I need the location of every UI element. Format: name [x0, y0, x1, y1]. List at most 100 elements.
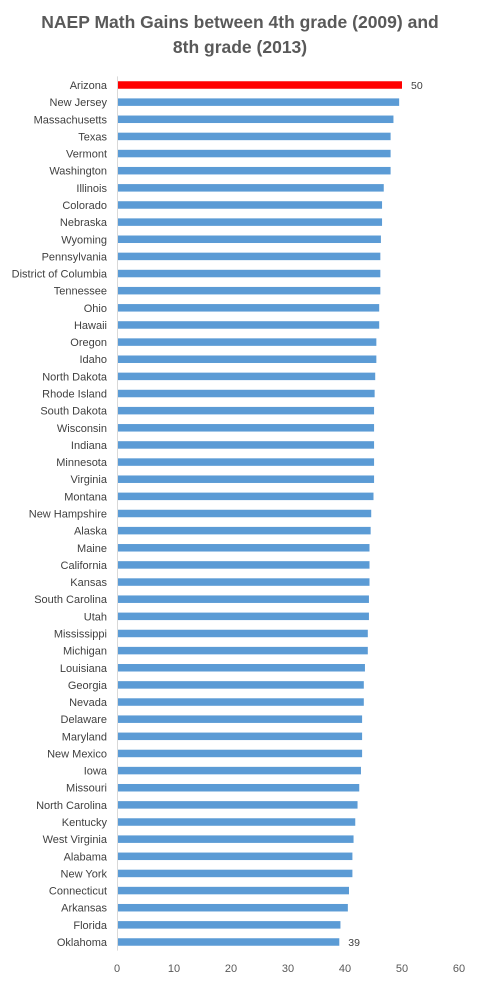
category-label-south-carolina: South Carolina	[34, 594, 108, 606]
category-label-nevada: Nevada	[69, 697, 108, 709]
bar-washington	[118, 166, 391, 175]
x-axis: 0 10 20 30 40 50 60	[114, 963, 465, 975]
category-label-mississippi: Mississippi	[54, 628, 107, 640]
category-label-idaho: Idaho	[79, 354, 107, 366]
category-label-wisconsin: Wisconsin	[57, 423, 107, 435]
bar-california	[118, 561, 370, 569]
x-tick-label-60: 60	[453, 963, 465, 975]
category-label-tennessee: Tennessee	[54, 286, 107, 298]
category-label-west-virginia: West Virginia	[43, 834, 108, 846]
category-label-vermont: Vermont	[66, 149, 107, 161]
bars	[118, 81, 402, 946]
category-label-indiana: Indiana	[71, 440, 108, 452]
category-label-connecticut: Connecticut	[49, 886, 107, 898]
category-label-maryland: Maryland	[62, 731, 107, 743]
bar-indiana	[118, 441, 375, 449]
data-label-oklahoma: 39	[348, 937, 360, 949]
bar-maryland	[118, 732, 363, 741]
chart-title-line-2: 8th grade (2013)	[172, 37, 308, 57]
x-tick-label-0: 0	[114, 963, 120, 975]
bar-connecticut	[118, 886, 349, 895]
category-label-colorado: Colorado	[62, 200, 107, 212]
bar-colorado	[118, 201, 383, 209]
bar-georgia	[118, 681, 364, 689]
bar-new-jersey	[118, 98, 400, 106]
bar-alabama	[118, 852, 353, 861]
category-label-louisiana: Louisiana	[60, 663, 108, 675]
category-label-alaska: Alaska	[74, 526, 108, 538]
chart-title: NAEP Math Gains between 4th grade (2009)…	[0, 10, 480, 60]
bar-oregon	[118, 338, 377, 346]
category-label-hawaii: Hawaii	[74, 320, 107, 332]
bar-nevada	[118, 698, 364, 706]
category-label-utah: Utah	[84, 611, 107, 623]
bar-missouri	[118, 783, 360, 792]
category-label-north-carolina: North Carolina	[36, 800, 108, 812]
bar-texas	[118, 132, 391, 141]
bar-virginia	[118, 475, 375, 483]
category-label-maine: Maine	[77, 543, 107, 555]
bar-vermont	[118, 149, 391, 158]
bar-north-carolina	[118, 801, 358, 809]
bar-rhode-island	[118, 389, 375, 398]
bar-maine	[118, 544, 370, 552]
bar-north-dakota	[118, 372, 376, 381]
bar-wyoming	[118, 235, 381, 244]
bar-massachusetts	[118, 115, 394, 124]
bar-minnesota	[118, 458, 375, 466]
category-label-arkansas: Arkansas	[61, 903, 107, 915]
category-label-alabama: Alabama	[64, 851, 108, 863]
bar-iowa	[118, 766, 361, 775]
bar-ohio	[118, 304, 380, 312]
category-label-delaware: Delaware	[61, 714, 107, 726]
category-label-california: California	[61, 560, 108, 572]
category-label-arizona: Arizona	[70, 80, 108, 92]
category-labels: Arizona New Jersey Massachusetts Texas Vermo…	[12, 80, 108, 949]
category-label-north-dakota: North Dakota	[42, 371, 108, 383]
category-label-massachusetts: Massachusetts	[34, 114, 108, 126]
category-label-south-dakota: South Dakota	[40, 406, 108, 418]
category-label-new-york: New York	[61, 868, 108, 880]
bar-kentucky	[118, 818, 356, 826]
bar-nebraska	[118, 218, 383, 226]
x-tick-label-20: 20	[225, 963, 237, 975]
x-tick-label-10: 10	[168, 963, 180, 975]
bar-kansas	[118, 578, 370, 586]
data-labels: 50 39	[348, 80, 423, 949]
category-label-new-mexico: New Mexico	[47, 748, 107, 760]
category-label-kentucky: Kentucky	[62, 817, 108, 829]
category-label-rhode-island: Rhode Island	[42, 389, 107, 401]
category-label-iowa: Iowa	[84, 766, 108, 778]
bar-illinois	[118, 184, 384, 192]
category-label-ohio: Ohio	[84, 303, 107, 315]
bar-florida	[118, 921, 341, 929]
x-tick-label-30: 30	[282, 963, 294, 975]
bar-louisiana	[118, 664, 365, 672]
bar-new-hampshire	[118, 509, 372, 518]
bar-new-york	[118, 869, 353, 878]
bar-new-mexico	[118, 749, 363, 758]
bar-south-carolina	[118, 595, 369, 603]
bar-delaware	[118, 715, 363, 723]
category-label-florida: Florida	[73, 920, 108, 932]
bar-oklahoma	[118, 938, 340, 946]
category-label-washington: Washington	[49, 166, 107, 178]
bar-utah	[118, 612, 369, 621]
category-label-pennsylvania: Pennsylvania	[42, 251, 108, 263]
bar-west-virginia	[118, 835, 354, 843]
bar-hawaii	[118, 321, 380, 329]
category-label-nebraska: Nebraska	[60, 217, 108, 229]
bar-pennsylvania	[118, 252, 381, 261]
category-label-new-hampshire: New Hampshire	[29, 509, 107, 521]
bar-south-dakota	[118, 406, 375, 415]
chart-title-line-1: NAEP Math Gains between 4th grade (2009)…	[41, 12, 439, 32]
bar-arizona	[118, 81, 402, 89]
bar-arkansas	[118, 903, 348, 912]
bar-alaska	[118, 526, 371, 535]
category-label-new-jersey: New Jersey	[50, 97, 108, 109]
category-label-oklahoma: Oklahoma	[57, 937, 108, 949]
bar-montana	[118, 492, 374, 501]
bar-tennessee	[118, 286, 381, 295]
category-label-district-of-columbia: District of Columbia	[12, 269, 108, 281]
